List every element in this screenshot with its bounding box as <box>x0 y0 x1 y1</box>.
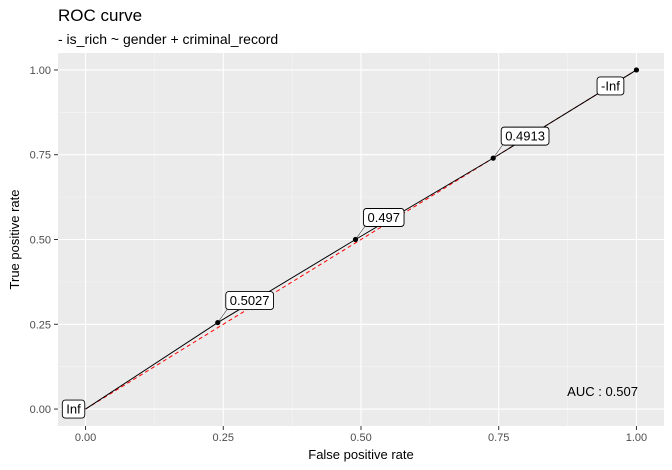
y-tick-label: 0.25 <box>30 319 51 331</box>
roc-point <box>490 155 496 161</box>
threshold-label-box <box>225 291 274 311</box>
auc-annotation: AUC : 0.507 <box>567 384 638 399</box>
y-axis-title: True positive rate <box>7 190 22 290</box>
x-tick-label: 0.25 <box>213 432 234 444</box>
threshold-label: 0.497 <box>367 210 400 225</box>
x-tick-label: 1.00 <box>626 432 647 444</box>
roc-point <box>633 67 640 73</box>
x-tick-label: 0.50 <box>350 432 371 444</box>
x-axis-title: False positive rate <box>308 447 414 462</box>
label-connectors <box>217 143 504 323</box>
chart-title: ROC curve <box>58 6 143 25</box>
threshold-label-box <box>363 208 405 227</box>
label-connector-line <box>217 308 228 323</box>
threshold-label: 0.5027 <box>230 293 270 308</box>
threshold-label: Inf <box>66 402 81 417</box>
roc-point <box>352 236 359 243</box>
y-tick-label: 0.00 <box>30 404 51 416</box>
x-tick-label: 0.00 <box>75 432 96 444</box>
threshold-label-box <box>61 399 86 419</box>
label-connector-line <box>355 225 366 240</box>
y-tick-label: 0.75 <box>30 150 51 162</box>
threshold-labels: Inf 0.5027 0.497 0.4913 -Inf <box>61 76 625 419</box>
y-tick-label: 0.50 <box>30 235 51 247</box>
y-tick-label: 1.00 <box>30 65 51 77</box>
threshold-label-box <box>596 76 625 96</box>
roc-points <box>215 67 640 326</box>
chart-subtitle: - is_rich ~ gender + criminal_record <box>58 31 279 47</box>
threshold-label: -Inf <box>601 78 620 93</box>
axis-ticks: 0.00 0.25 0.50 0.75 1.00 0.00 0.25 0.50 0.75 1.00 <box>30 65 648 444</box>
label-connector-line <box>493 143 504 159</box>
x-tick-label: 0.75 <box>488 432 509 444</box>
threshold-label-box <box>500 126 550 146</box>
threshold-label: 0.4913 <box>505 129 545 144</box>
roc-point <box>215 319 221 326</box>
